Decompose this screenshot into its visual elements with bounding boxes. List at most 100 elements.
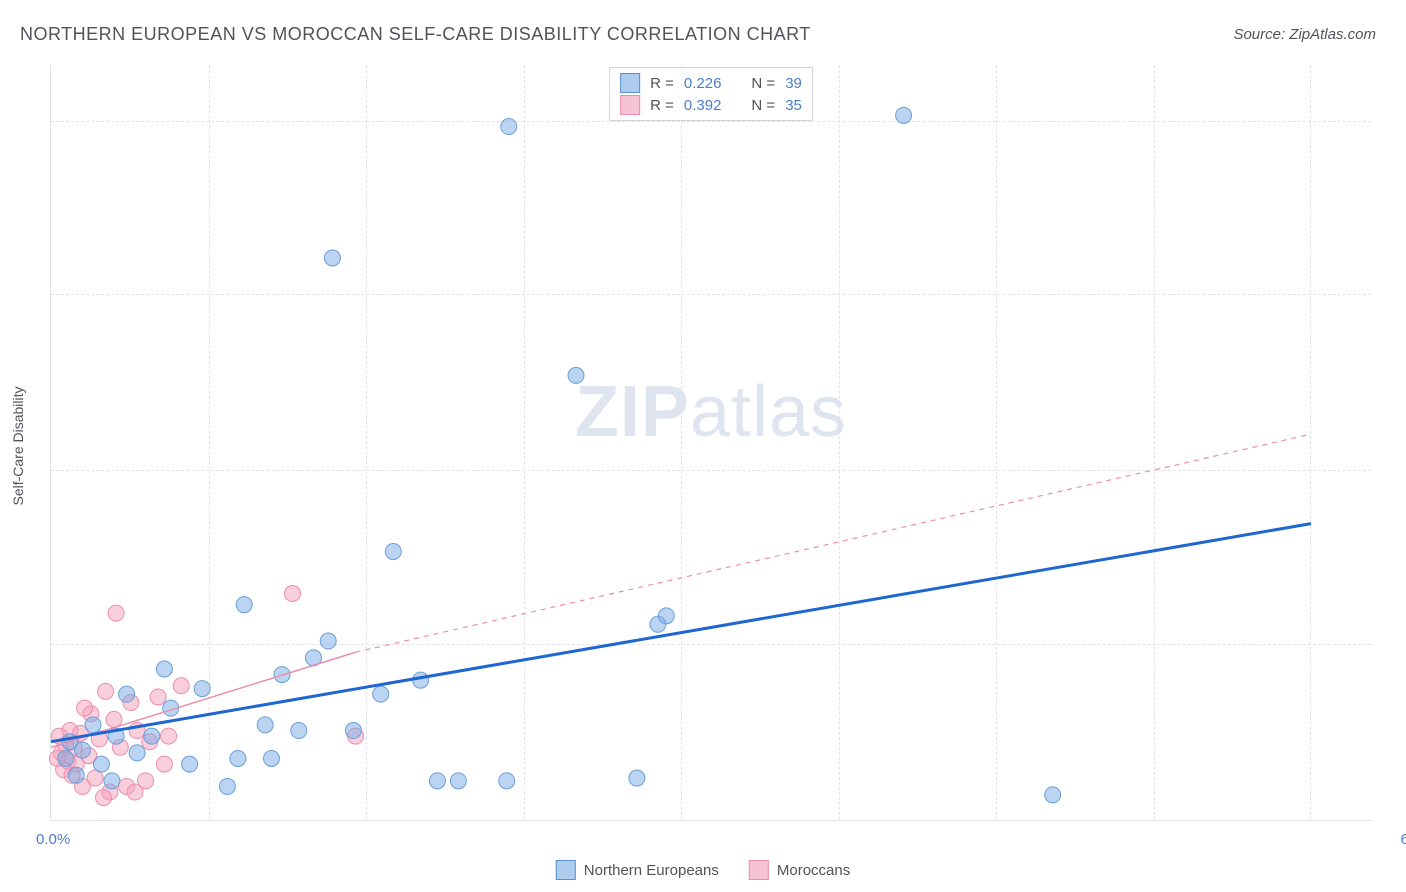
data-point <box>348 728 364 744</box>
data-point <box>81 748 97 764</box>
grid-line-v <box>1154 65 1155 820</box>
data-point <box>219 778 235 794</box>
r-value-0: 0.226 <box>684 75 722 92</box>
r-label-1: R = <box>650 97 674 114</box>
data-point <box>291 723 307 739</box>
data-point <box>60 753 76 769</box>
data-point <box>306 650 322 666</box>
grid-line-h <box>51 294 1371 295</box>
data-point <box>72 725 88 741</box>
data-point <box>129 723 145 739</box>
data-point <box>62 734 78 750</box>
data-point <box>264 750 280 766</box>
data-point <box>144 728 160 744</box>
data-point <box>64 767 80 783</box>
legend-item-0: Northern Europeans <box>556 860 719 880</box>
data-point <box>75 778 91 794</box>
data-point <box>106 711 122 727</box>
grid-line-h <box>51 644 1371 645</box>
data-point <box>102 784 118 800</box>
grid-line-h <box>51 470 1371 471</box>
data-point <box>650 616 666 632</box>
n-label-1: N = <box>751 97 775 114</box>
data-point <box>85 717 101 733</box>
data-point <box>568 367 584 383</box>
watermark-atlas: atlas <box>690 372 847 452</box>
stat-legend-row-0: R = 0.226 N = 39 <box>616 72 806 94</box>
n-value-1: 35 <box>785 97 802 114</box>
data-point <box>83 706 99 722</box>
data-point <box>274 667 290 683</box>
data-point <box>324 250 340 266</box>
data-point <box>629 770 645 786</box>
legend-label-1: Moroccans <box>777 862 850 879</box>
swatch-series-1 <box>620 95 640 115</box>
data-point <box>119 778 135 794</box>
data-point <box>112 739 128 755</box>
grid-line-h <box>51 121 1371 122</box>
legend-label-0: Northern Europeans <box>584 862 719 879</box>
r-value-1: 0.392 <box>684 97 722 114</box>
trend-line <box>51 652 356 747</box>
n-label-0: N = <box>751 75 775 92</box>
data-point <box>161 728 177 744</box>
data-point <box>163 700 179 716</box>
data-point <box>413 672 429 688</box>
data-point <box>91 731 107 747</box>
data-point <box>58 750 74 766</box>
watermark: ZIPatlas <box>575 371 847 453</box>
data-point <box>123 695 139 711</box>
data-point <box>385 544 401 560</box>
data-point <box>658 608 674 624</box>
data-point <box>66 739 82 755</box>
data-point <box>87 770 103 786</box>
data-point <box>320 633 336 649</box>
plot-svg <box>51 65 1371 820</box>
data-point <box>68 756 84 772</box>
data-point <box>58 737 74 753</box>
data-point <box>51 728 67 744</box>
n-value-0: 39 <box>785 75 802 92</box>
chart-title: NORTHERN EUROPEAN VS MOROCCAN SELF-CARE … <box>20 24 811 44</box>
data-point <box>98 683 114 699</box>
stat-legend-row-1: R = 0.392 N = 35 <box>616 94 806 116</box>
data-point <box>54 745 70 761</box>
data-point <box>68 767 84 783</box>
grid-line-v <box>366 65 367 820</box>
data-point <box>150 689 166 705</box>
data-point <box>499 773 515 789</box>
plot-area: ZIPatlas 6.3%12.5%18.8%25.0% R = 0.226 N… <box>50 65 1371 821</box>
grid-line-v <box>524 65 525 820</box>
grid-line-v <box>681 65 682 820</box>
grid-line-v <box>839 65 840 820</box>
data-point <box>93 756 109 772</box>
data-point <box>96 790 112 806</box>
r-label-0: R = <box>650 75 674 92</box>
bottom-legend: Northern Europeans Moroccans <box>556 860 850 880</box>
data-point <box>156 756 172 772</box>
data-point <box>62 723 78 739</box>
data-point <box>75 742 91 758</box>
trend-line <box>356 434 1312 652</box>
x-tick-start: 0.0% <box>36 831 70 848</box>
swatch-bottom-1 <box>749 860 769 880</box>
data-point <box>429 773 445 789</box>
swatch-bottom-0 <box>556 860 576 880</box>
data-point <box>450 773 466 789</box>
data-point <box>1045 787 1061 803</box>
data-point <box>182 756 198 772</box>
legend-item-1: Moroccans <box>749 860 850 880</box>
data-point <box>108 728 124 744</box>
data-point <box>77 700 93 716</box>
data-point <box>173 678 189 694</box>
source-credit: Source: ZipAtlas.com <box>1233 26 1376 43</box>
data-point <box>142 734 158 750</box>
y-axis-label: Self-Care Disability <box>10 386 26 505</box>
data-point <box>56 762 72 778</box>
data-point <box>156 661 172 677</box>
data-point <box>127 784 143 800</box>
data-point <box>236 597 252 613</box>
data-point <box>119 686 135 702</box>
data-point <box>49 750 65 766</box>
data-point <box>104 773 120 789</box>
